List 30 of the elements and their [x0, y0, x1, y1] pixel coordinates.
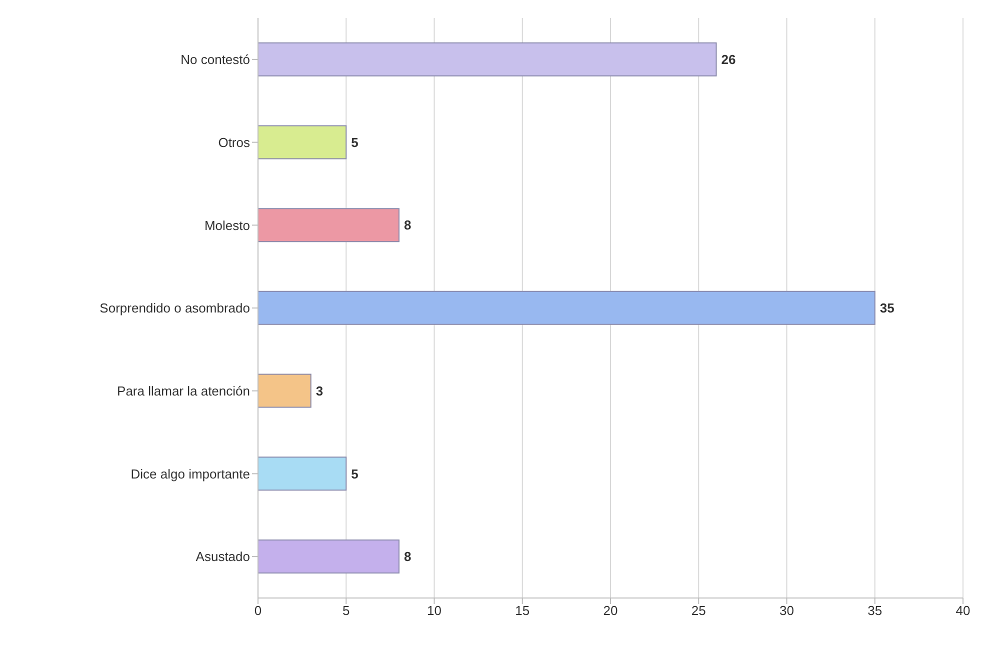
data-label: 8 — [404, 218, 412, 233]
y-tick-label: Para llamar la atención — [117, 383, 250, 398]
x-tick-label: 15 — [515, 603, 530, 618]
data-label: 26 — [721, 52, 736, 67]
bar — [258, 540, 400, 574]
x-tick-label: 35 — [868, 603, 882, 618]
y-tick-label: Asustado — [196, 549, 250, 564]
x-tick-label: 10 — [427, 603, 442, 618]
data-label: 5 — [351, 466, 358, 482]
y-tick-label: Sorprendido o asombrado — [100, 300, 250, 316]
data-label: 5 — [351, 134, 358, 150]
bar — [258, 290, 876, 325]
bar — [258, 374, 312, 408]
y-tick-label: No contestó — [180, 52, 250, 68]
data-label: 35 — [880, 300, 894, 316]
x-tick-label: 25 — [691, 603, 706, 618]
bar — [258, 125, 347, 160]
bar — [258, 208, 400, 242]
data-label: 8 — [404, 549, 412, 564]
x-tick-label: 40 — [956, 603, 970, 618]
x-tick-label: 30 — [780, 603, 794, 618]
data-label: 3 — [316, 383, 324, 398]
bar — [258, 456, 347, 491]
y-tick-label: Otros — [218, 134, 250, 150]
y-tick-label: Molesto — [204, 218, 250, 233]
x-tick-label: 20 — [603, 603, 618, 618]
x-tick-label: 5 — [342, 603, 350, 618]
x-tick-label: 0 — [254, 603, 262, 618]
bar — [258, 42, 717, 76]
y-tick-label: Dice algo importante — [130, 466, 250, 482]
